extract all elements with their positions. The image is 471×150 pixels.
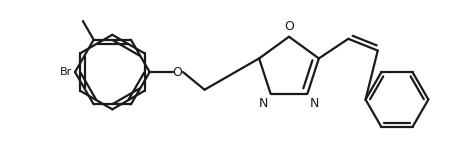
Text: O: O: [284, 20, 294, 33]
Text: Br: Br: [60, 67, 72, 77]
Text: N: N: [309, 98, 319, 110]
Text: O: O: [172, 66, 182, 79]
Text: N: N: [259, 98, 268, 110]
